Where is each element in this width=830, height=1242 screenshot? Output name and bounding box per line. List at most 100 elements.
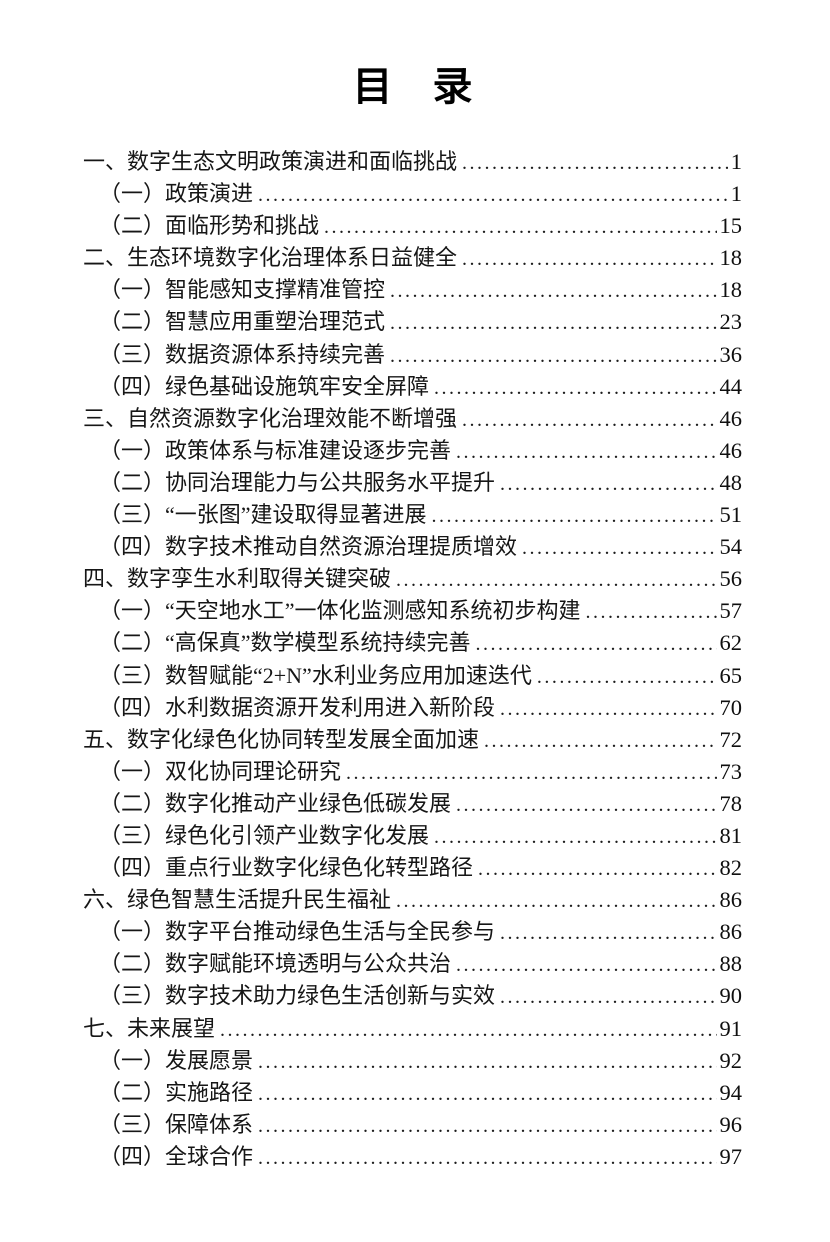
toc-entry-page: 86	[719, 887, 743, 913]
toc-entry-label: 三、自然资源数字化治理效能不断增强	[83, 405, 458, 431]
toc-entry-label: （四）水利数据资源开发利用进入新阶段	[99, 694, 496, 720]
toc-entry: （三）保障体系 96	[83, 1107, 742, 1139]
dot-leader	[390, 312, 716, 335]
dot-leader	[432, 505, 717, 528]
dot-leader	[258, 1051, 716, 1074]
toc-entry-page: 46	[719, 405, 743, 431]
toc-entry: （三）数智赋能“2+N”水利业务应用加速迭代 65	[83, 658, 742, 690]
toc-entry: 五、数字化绿色化协同转型发展全面加速 72	[83, 722, 742, 754]
dot-leader	[396, 890, 716, 913]
dot-leader	[258, 1115, 716, 1138]
toc-entry-label: （二）智慧应用重塑治理范式	[99, 309, 386, 335]
toc-entry: 四、数字孪生水利取得关键突破 56	[83, 561, 742, 593]
dot-leader	[396, 569, 716, 592]
dot-leader	[586, 601, 717, 624]
dot-leader	[500, 986, 716, 1009]
toc-entry-page: 56	[719, 566, 743, 592]
toc-entry-page: 92	[719, 1047, 743, 1073]
toc-entry-page: 78	[719, 790, 743, 816]
dot-leader	[456, 954, 716, 977]
toc-entry-page: 65	[719, 662, 743, 688]
toc-entry: （一）双化协同理论研究 73	[83, 754, 742, 786]
toc-entry: （二）面临形势和挑战 15	[83, 208, 742, 240]
toc-entry-page: 62	[719, 630, 743, 656]
toc-entry: （一）政策演进 1	[83, 176, 742, 208]
dot-leader	[456, 794, 716, 817]
toc-entry-page: 73	[719, 758, 743, 784]
toc-entry: （二）协同治理能力与公共服务水平提升 48	[83, 465, 742, 497]
toc-entry-label: 六、绿色智慧生活提升民生福祉	[83, 887, 392, 913]
toc-entry: 三、自然资源数字化治理效能不断增强 46	[83, 401, 742, 433]
toc-entry: （三）绿色化引领产业数字化发展 81	[83, 818, 742, 850]
dot-leader	[390, 280, 716, 303]
toc-entry-page: 15	[719, 213, 743, 239]
toc-entry-label: （一）发展愿景	[99, 1047, 254, 1073]
toc-entry-label: （三）绿色化引领产业数字化发展	[99, 822, 430, 848]
toc-entry-label: （二）实施路径	[99, 1079, 254, 1105]
toc-entry-page: 1	[730, 181, 742, 207]
dot-leader	[434, 377, 716, 400]
toc-entry: （四）重点行业数字化绿色化转型路径 82	[83, 850, 742, 882]
toc-entry-label: （一）智能感知支撑精准管控	[99, 277, 386, 303]
toc-entry-page: 88	[719, 951, 743, 977]
dot-leader	[522, 537, 716, 560]
toc-entry-label: 一、数字生态文明政策演进和面临挑战	[83, 149, 458, 174]
toc-entry-page: 18	[719, 245, 743, 271]
toc-entry-page: 51	[719, 502, 743, 528]
toc-entry: （二）实施路径 94	[83, 1075, 742, 1107]
toc-entry-page: 48	[719, 469, 743, 495]
toc-entry-label: （一）政策演进	[99, 181, 254, 207]
dot-leader	[324, 216, 716, 239]
toc-entry: 二、生态环境数字化治理体系日益健全 18	[83, 240, 742, 272]
toc-entry: （一）“天空地水工”一体化监测感知系统初步构建 57	[83, 593, 742, 625]
toc-entry: （四）绿色基础设施筑牢安全屏障 44	[83, 369, 742, 401]
toc-entry-page: 96	[719, 1111, 743, 1137]
toc-entry: （二）数字赋能环境透明与公众共治 88	[83, 946, 742, 978]
dot-leader	[500, 473, 716, 496]
toc-entry-label: 五、数字化绿色化协同转型发展全面加速	[83, 726, 480, 752]
toc-entry: （一）智能感知支撑精准管控 18	[83, 272, 742, 304]
toc-entry-page: 23	[719, 309, 743, 335]
dot-leader	[258, 184, 728, 207]
toc-entry: （三）数据资源体系持续完善 36	[83, 337, 742, 369]
toc-entry-page: 18	[719, 277, 743, 303]
toc-entry-page: 94	[719, 1079, 743, 1105]
toc-entry: （四）数字技术推动自然资源治理提质增效 54	[83, 529, 742, 561]
toc-entry: （二）智慧应用重塑治理范式 23	[83, 304, 742, 336]
toc-entry-label: 七、未来展望	[83, 1015, 216, 1041]
toc-entry: （二）数字化推动产业绿色低碳发展 78	[83, 786, 742, 818]
toc-entry-page: 91	[719, 1015, 743, 1041]
dot-leader	[258, 1083, 716, 1106]
toc-entry: （三）数字技术助力绿色生活创新与实效 90	[83, 978, 742, 1010]
dot-leader	[476, 633, 717, 656]
toc-entry-label: （一）双化协同理论研究	[99, 758, 342, 784]
toc-list: 一、数字生态文明政策演进和面临挑战 1 （一）政策演进 1 （二）面临形势和挑战…	[83, 144, 742, 1171]
toc-entry-page: 72	[719, 726, 743, 752]
dot-leader	[500, 698, 716, 721]
dot-leader	[462, 152, 728, 175]
toc-entry: （二）“高保真”数学模型系统持续完善 62	[83, 625, 742, 657]
dot-leader	[220, 1019, 716, 1042]
toc-entry: （三）“一张图”建设取得显著进展 51	[83, 497, 742, 529]
toc-entry-label: （二）面临形势和挑战	[99, 213, 320, 239]
toc-entry-label: （一）政策体系与标准建设逐步完善	[99, 437, 452, 463]
dot-leader	[390, 345, 716, 368]
dot-leader	[462, 248, 716, 271]
toc-entry-label: （三）数智赋能“2+N”水利业务应用加速迭代	[99, 662, 532, 688]
dot-leader	[484, 730, 716, 753]
toc-entry-label: （二）数字赋能环境透明与公众共治	[99, 951, 452, 977]
toc-entry-page: 44	[719, 373, 743, 399]
toc-entry-label: （三）保障体系	[99, 1111, 254, 1137]
dot-leader	[478, 858, 716, 881]
toc-entry-label: （三）数字技术助力绿色生活创新与实效	[99, 983, 496, 1009]
dot-leader	[500, 922, 716, 945]
toc-entry-label: （二）数字化推动产业绿色低碳发展	[99, 790, 452, 816]
toc-entry-label: （三）“一张图”建设取得显著进展	[99, 502, 427, 528]
toc-entry-label: （三）数据资源体系持续完善	[99, 341, 386, 367]
toc-entry-page: 46	[719, 437, 743, 463]
dot-leader	[258, 1147, 716, 1170]
toc-entry-label: （四）数字技术推动自然资源治理提质增效	[99, 534, 518, 560]
toc-entry-label: 二、生态环境数字化治理体系日益健全	[83, 245, 458, 271]
toc-entry-page: 97	[719, 1143, 743, 1169]
toc-entry-label: （四）绿色基础设施筑牢安全屏障	[99, 373, 430, 399]
